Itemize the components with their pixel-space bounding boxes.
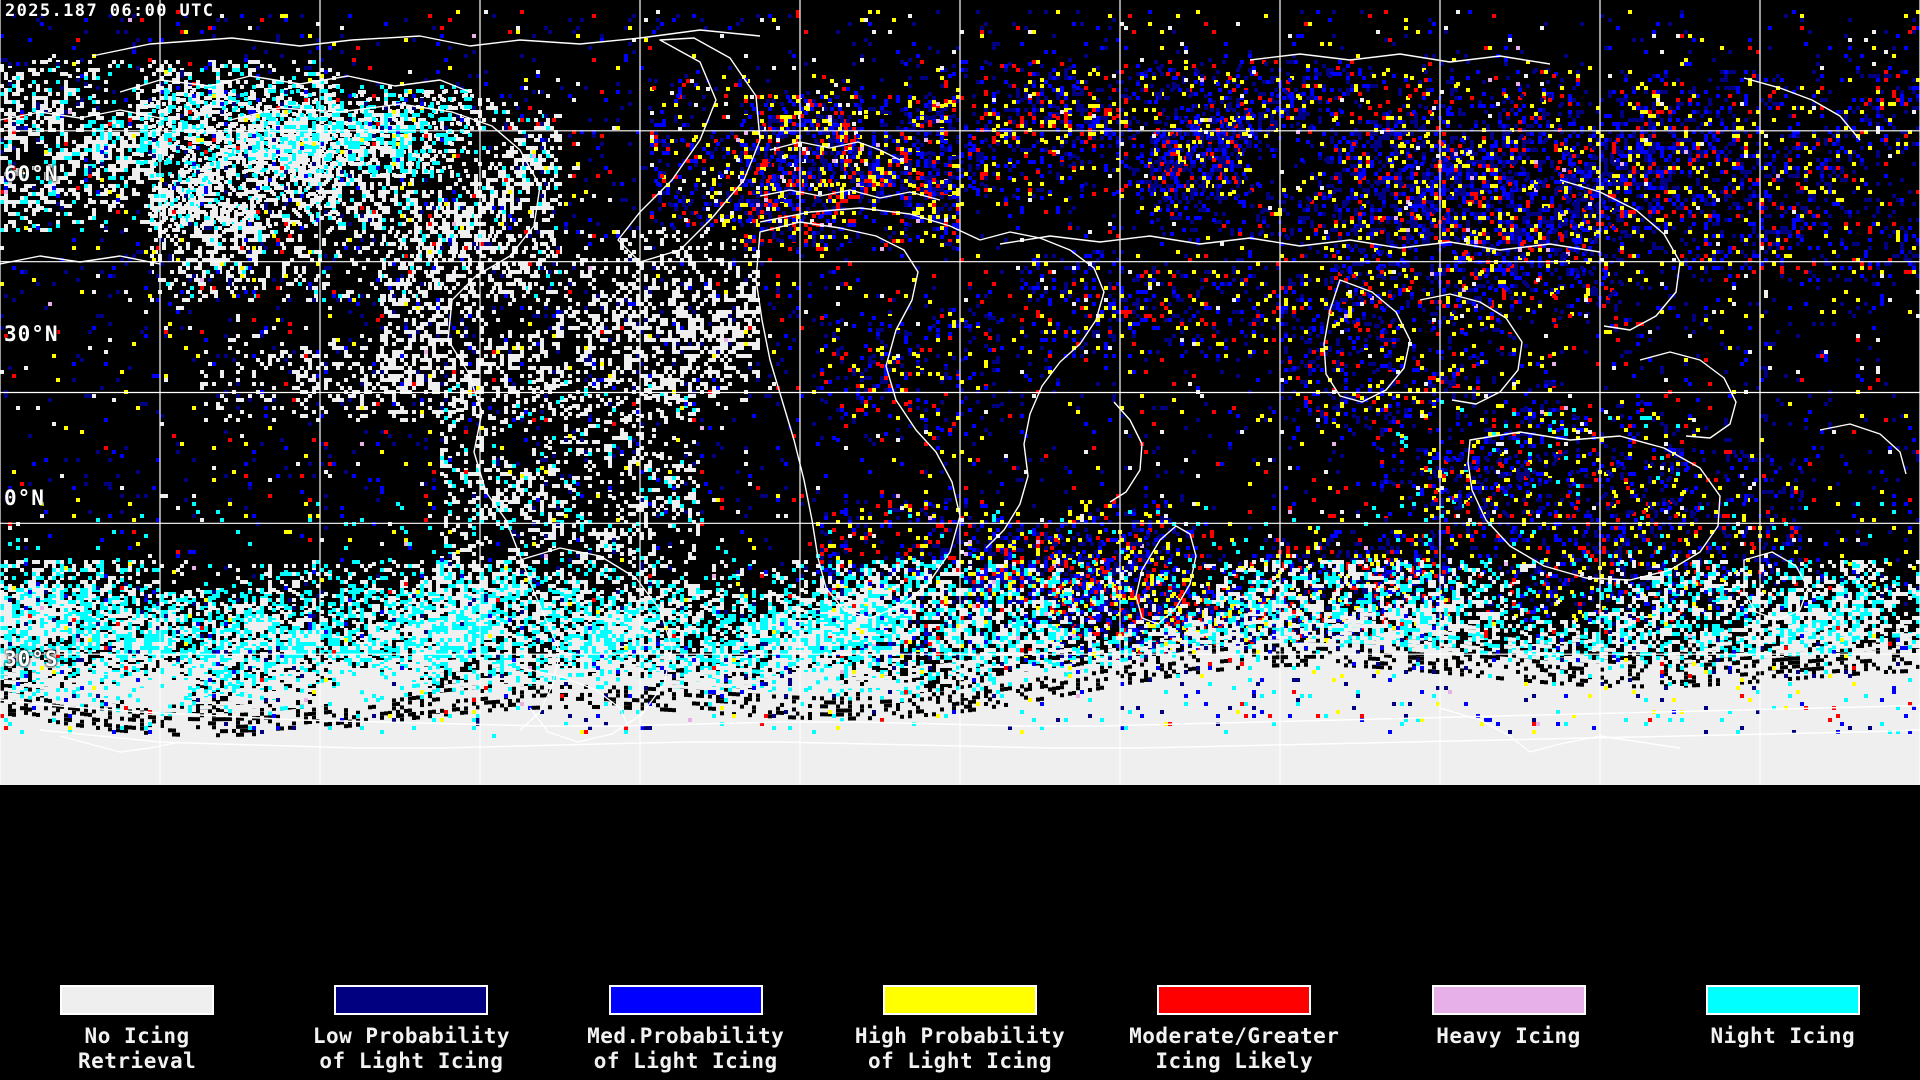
- coastline-path: [759, 207, 981, 241]
- legend-swatch-med-probability-light: [608, 985, 763, 1015]
- legend-label-line2: of Light Icing: [593, 1049, 778, 1073]
- coastline-path: [1419, 293, 1523, 405]
- coastline-path: [1639, 351, 1737, 439]
- legend-label-line2: of Light Icing: [319, 1049, 504, 1073]
- legend-label-line2: of Light Icing: [867, 1049, 1052, 1073]
- legend-swatch-heavy-icing: [1431, 985, 1586, 1015]
- coastline-path: [1743, 551, 1809, 621]
- coastline-overlay: [0, 29, 1920, 753]
- legend-item-med-probability-light[interactable]: Med.Probability of Light Icing: [549, 985, 823, 1080]
- latitude-label-30-s: 30°S: [4, 647, 59, 671]
- legend-swatch-moderate-greater-icing: [1157, 985, 1312, 1015]
- legend-swatch-no-icing-retrieval: [60, 985, 215, 1015]
- coastline-path: [1323, 279, 1411, 403]
- legend-label-line2: Icing Likely: [1155, 1049, 1314, 1073]
- legend-label-line1: Low Probability: [312, 1024, 510, 1048]
- coastline-path: [755, 221, 961, 619]
- legend-item-moderate-greater-icing[interactable]: Moderate/Greater Icing Likely: [1097, 985, 1371, 1080]
- coastline-path: [979, 231, 1105, 549]
- legend-item-high-probability-light[interactable]: High Probability of Light Icing: [823, 985, 1097, 1080]
- coastline-path: [1743, 77, 1861, 141]
- coastline-path: [229, 103, 561, 731]
- latitude-label-60-n: 60°N: [4, 162, 59, 186]
- legend-label-line1: No Icing: [84, 1024, 190, 1048]
- coastline-path: [91, 29, 761, 57]
- legend-label-moderate-greater-icing: Moderate/Greater Icing Likely: [1129, 1024, 1339, 1074]
- legend-item-no-icing-retrieval[interactable]: No Icing Retrieval: [0, 985, 274, 1080]
- coastline-path: [119, 75, 471, 93]
- timestamp-label: 2025.187 06:00 UTC: [5, 1, 215, 21]
- legend-label-med-probability-light: Med.Probability of Light Icing: [587, 1024, 784, 1074]
- coastline-path: [617, 37, 761, 263]
- legend-item-heavy-icing[interactable]: Heavy Icing: [1371, 985, 1645, 1080]
- coastline-path: [1439, 707, 1681, 753]
- legend-label-night-icing: Night Icing: [1711, 1024, 1856, 1049]
- legend-label-line2: Retrieval: [77, 1049, 197, 1073]
- legend-label-line1: Med.Probability: [587, 1024, 785, 1048]
- latitude-label-30-n: 30°N: [4, 322, 59, 346]
- coastline-path: [1819, 423, 1907, 475]
- legend-item-night-icing[interactable]: Night Icing: [1646, 985, 1920, 1080]
- legend-label-heavy-icing: Heavy Icing: [1436, 1024, 1581, 1049]
- coastline-path: [1135, 525, 1197, 625]
- coastline-path: [1249, 53, 1551, 65]
- legend-label-line1: High Probability: [854, 1024, 1066, 1048]
- coastline-path: [519, 547, 673, 743]
- coastline-path: [1467, 431, 1721, 581]
- legend-swatch-night-icing: [1705, 985, 1860, 1015]
- global-icing-map[interactable]: 60°N30°N0°N30°S60°S 2025.187 06:00 UTC: [0, 0, 1920, 785]
- coastline-path: [1109, 401, 1143, 503]
- coastline-path: [769, 141, 901, 161]
- legend-swatch-high-probability-light: [882, 985, 1037, 1015]
- legend-label-line1: Moderate/Greater: [1129, 1024, 1340, 1048]
- coastline-path: [519, 667, 629, 727]
- coastline-path: [759, 189, 941, 201]
- coastline-path: [39, 729, 1920, 749]
- legend-items: No Icing Retrieval Low Probability of Light…: [0, 985, 1920, 1080]
- legend-item-low-probability-light[interactable]: Low Probability of Light Icing: [274, 985, 548, 1080]
- coastline-path: [0, 699, 1920, 727]
- legend-label-high-probability-light: High Probability of Light Icing: [855, 1024, 1065, 1074]
- legend-label-line1: Night Icing: [1710, 1024, 1856, 1048]
- legend-swatch-low-probability-light: [334, 985, 489, 1015]
- lat-lon-graticule: [0, 0, 1920, 785]
- coastline-path: [999, 235, 1601, 253]
- legend-label-low-probability-light: Low Probability of Light Icing: [313, 1024, 510, 1074]
- legend-label-no-icing-retrieval: No Icing Retrieval: [78, 1024, 196, 1074]
- coastline-path: [0, 109, 161, 121]
- latitude-label-0-n: 0°N: [4, 486, 45, 510]
- legend-panel: No Icing Retrieval Low Probability of Light…: [0, 785, 1920, 1080]
- legend-label-line1: Heavy Icing: [1436, 1024, 1581, 1048]
